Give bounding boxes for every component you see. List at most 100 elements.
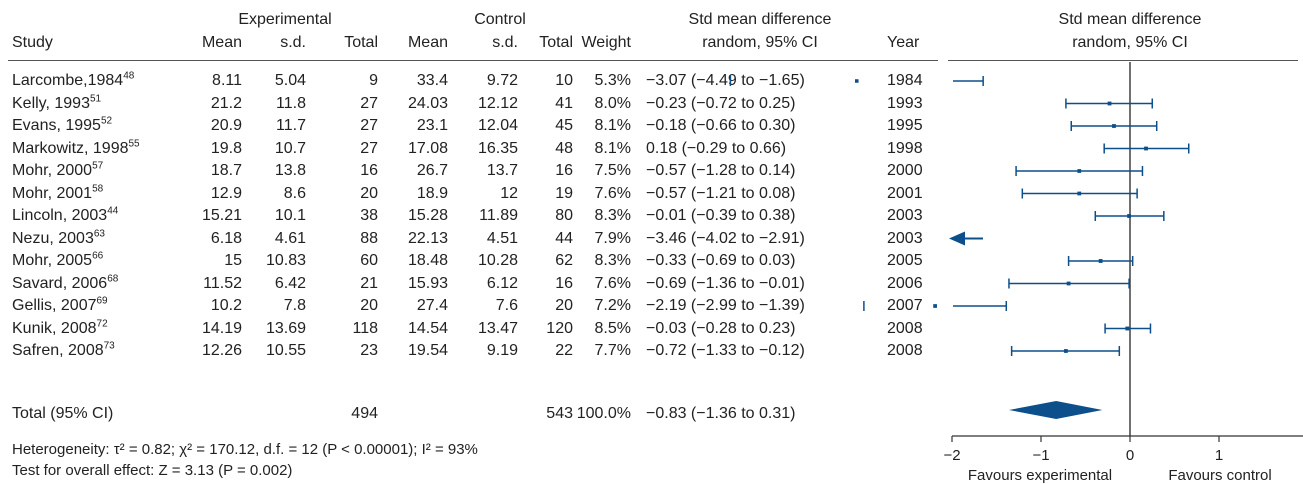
plot-header-separator — [948, 60, 1298, 61]
point-estimate — [1066, 281, 1071, 286]
cell-e-sd: 4.61 — [274, 229, 306, 247]
cell-c-sd: 9.72 — [486, 72, 518, 89]
cell-e-sd: 13.69 — [265, 319, 306, 337]
cell-e-total: 16 — [360, 162, 378, 179]
cell-weight: 5.3% — [594, 72, 631, 89]
cell-weight: 7.6% — [594, 184, 631, 202]
cell-e-mean: 12.26 — [201, 342, 242, 359]
total-label: Total (95% CI) — [12, 405, 114, 422]
header-exp-sd: s.d. — [280, 34, 306, 51]
point-estimate — [1125, 326, 1130, 331]
header-exp-total: Total — [344, 34, 378, 51]
cell-weight: 8.1% — [594, 139, 631, 157]
point-estimate — [933, 304, 937, 308]
cell-e-mean: 8.11 — [212, 72, 242, 89]
study-name: Kelly, 199351 — [12, 94, 101, 114]
cell-ci-text: −3.07 (−4.49 to −1.65) — [646, 72, 805, 89]
point-estimate — [1077, 169, 1082, 173]
study-reference: 51 — [89, 93, 102, 105]
cell-c-sd: 12.12 — [477, 94, 518, 112]
cell-c-sd: 11.89 — [479, 207, 518, 224]
cell-year: 2008 — [887, 342, 923, 359]
cell-e-sd: 11.8 — [276, 94, 306, 112]
cell-year: 2005 — [887, 252, 923, 269]
cell-e-mean: 18.7 — [210, 162, 242, 179]
cell-year: 2001 — [887, 184, 923, 202]
cell-e-mean: 19.8 — [210, 139, 242, 157]
study-reference: 63 — [93, 228, 105, 240]
cell-e-total: 23 — [360, 342, 378, 359]
x-tick-label: −1 — [1032, 447, 1049, 464]
cell-year: 1993 — [887, 94, 923, 112]
cell-e-mean: 11.52 — [203, 274, 242, 292]
cell-c-total: 10 — [555, 72, 573, 89]
header-ctl-mean: Mean — [407, 34, 448, 51]
study-reference: 48 — [123, 70, 135, 82]
cell-ci-text: −0.72 (−1.33 to −0.12) — [646, 342, 805, 359]
study-reference: 73 — [103, 340, 115, 352]
study-name: Safren, 200873 — [12, 341, 115, 361]
study-name: Lincoln, 200344 — [12, 206, 118, 226]
study-reference: 69 — [96, 295, 108, 307]
header-study: Study — [12, 34, 53, 51]
cell-e-mean: 15.21 — [201, 207, 242, 224]
cell-weight: 8.1% — [594, 117, 631, 134]
header-ctl-total: Total — [539, 34, 573, 51]
cell-year: 2003 — [887, 207, 923, 224]
point-estimate — [1107, 101, 1112, 106]
cell-e-mean: 10.2 — [210, 297, 242, 314]
cell-e-sd: 7.8 — [283, 297, 306, 314]
cell-ci-text: −0.18 (−0.66 to 0.30) — [646, 117, 796, 134]
study-reference: 68 — [107, 273, 119, 285]
study-name: Evans, 199552 — [12, 116, 112, 136]
overall-effect-note: Test for overall effect: Z = 3.13 (P = 0… — [12, 462, 293, 479]
cell-e-mean: 15 — [224, 252, 242, 269]
study-reference: 52 — [100, 115, 113, 127]
axis-label-left: Favours experimental — [968, 467, 1112, 484]
cell-ci-text: −0.33 (−0.69 to 0.03) — [646, 252, 796, 269]
cell-c-mean: 18.48 — [407, 252, 448, 269]
cell-c-mean: 22.13 — [407, 229, 448, 247]
header-smd-bottom: random, 95% CI — [702, 34, 818, 51]
cell-c-total: 44 — [555, 229, 573, 247]
cell-weight: 8.3% — [594, 252, 631, 269]
cell-c-mean: 14.54 — [407, 319, 448, 337]
cell-year: 1998 — [887, 139, 923, 157]
study-name-text: Safren, 2008 — [12, 342, 104, 359]
cell-ci-text: −0.03 (−0.28 to 0.23) — [646, 319, 796, 337]
total-exp-n: 494 — [351, 405, 378, 422]
study-name: Kunik, 200872 — [12, 319, 108, 339]
cell-c-mean: 27.4 — [416, 297, 448, 314]
cell-year: 2007 — [887, 297, 923, 314]
study-name-text: Kelly, 1993 — [12, 94, 90, 112]
cell-e-sd: 5.04 — [274, 72, 306, 89]
study-name: Mohr, 200566 — [12, 251, 103, 271]
study-name-text: Markowitz, 1998 — [12, 139, 129, 157]
table-header-separator — [8, 60, 938, 61]
cell-e-mean: 20.9 — [210, 117, 242, 134]
cell-ci-text: −0.57 (−1.21 to 0.08) — [646, 184, 796, 202]
cell-c-sd: 12 — [500, 184, 518, 202]
cell-e-total: 20 — [360, 184, 378, 202]
cell-year: 2006 — [887, 274, 923, 292]
cell-ci-text: −0.01 (−0.39 to 0.38) — [646, 207, 796, 224]
cell-c-mean: 19.54 — [407, 342, 448, 359]
study-name: Savard, 200668 — [12, 274, 118, 294]
header-experimental: Experimental — [238, 11, 332, 28]
axis-label-right: Favours control — [1168, 467, 1271, 484]
cell-e-sd: 10.55 — [265, 342, 306, 359]
cell-e-mean: 12.9 — [210, 184, 242, 202]
cell-c-total: 120 — [546, 319, 573, 337]
cell-c-sd: 13.47 — [477, 319, 518, 337]
cell-e-mean: 14.19 — [201, 319, 242, 337]
cell-weight: 8.3% — [594, 207, 631, 224]
cell-c-mean: 17.08 — [407, 139, 448, 157]
point-estimate — [1112, 124, 1116, 128]
cell-e-total: 20 — [360, 297, 378, 314]
cell-c-mean: 33.4 — [416, 72, 448, 89]
study-reference: 58 — [92, 183, 104, 195]
cell-ci-text: 0.18 (−0.29 to 0.66) — [646, 139, 787, 157]
point-estimate — [1077, 191, 1082, 196]
study-name-text: Larcombe,1984 — [12, 72, 124, 89]
cell-c-total: 62 — [555, 252, 573, 269]
